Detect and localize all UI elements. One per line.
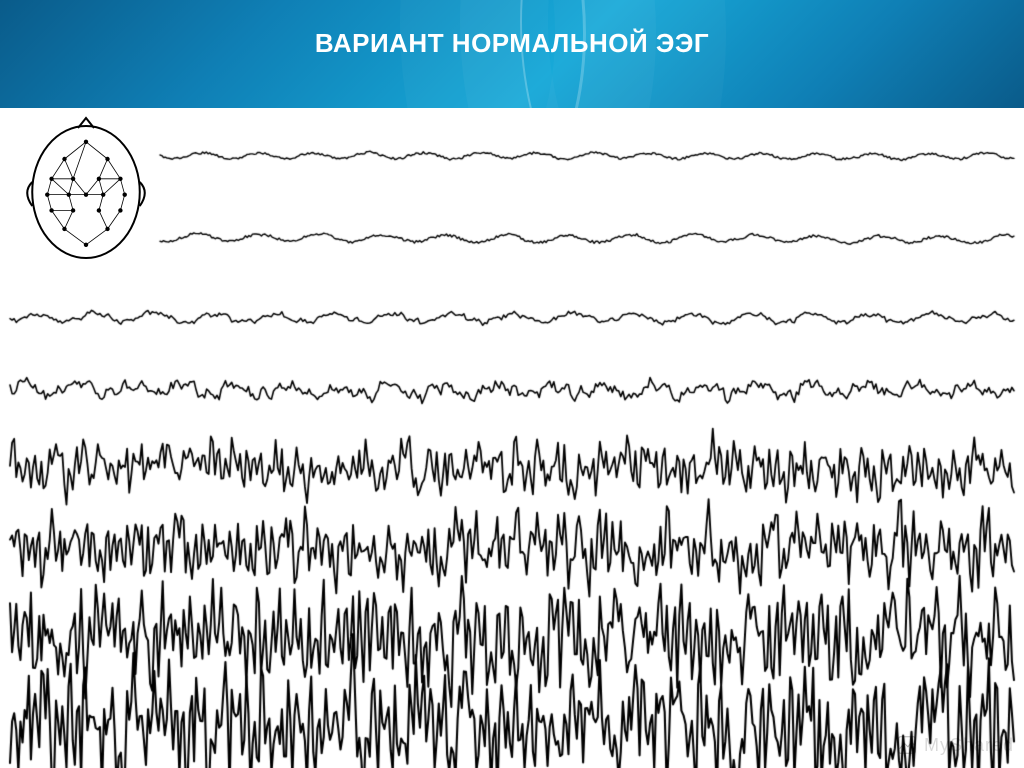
eeg-traces-canvas <box>0 108 1024 768</box>
watermark-text: MyShared <box>924 735 1014 756</box>
electrode-head-diagram <box>22 114 150 264</box>
watermark: MyShared <box>896 734 1014 756</box>
slide-title: ВАРИАНТ НОРМАЛЬНОЙ ЭЭГ <box>0 28 1024 59</box>
slide-header: ВАРИАНТ НОРМАЛЬНОЙ ЭЭГ <box>0 0 1024 108</box>
watermark-icon <box>896 734 918 756</box>
slide-body: MyShared <box>0 108 1024 768</box>
